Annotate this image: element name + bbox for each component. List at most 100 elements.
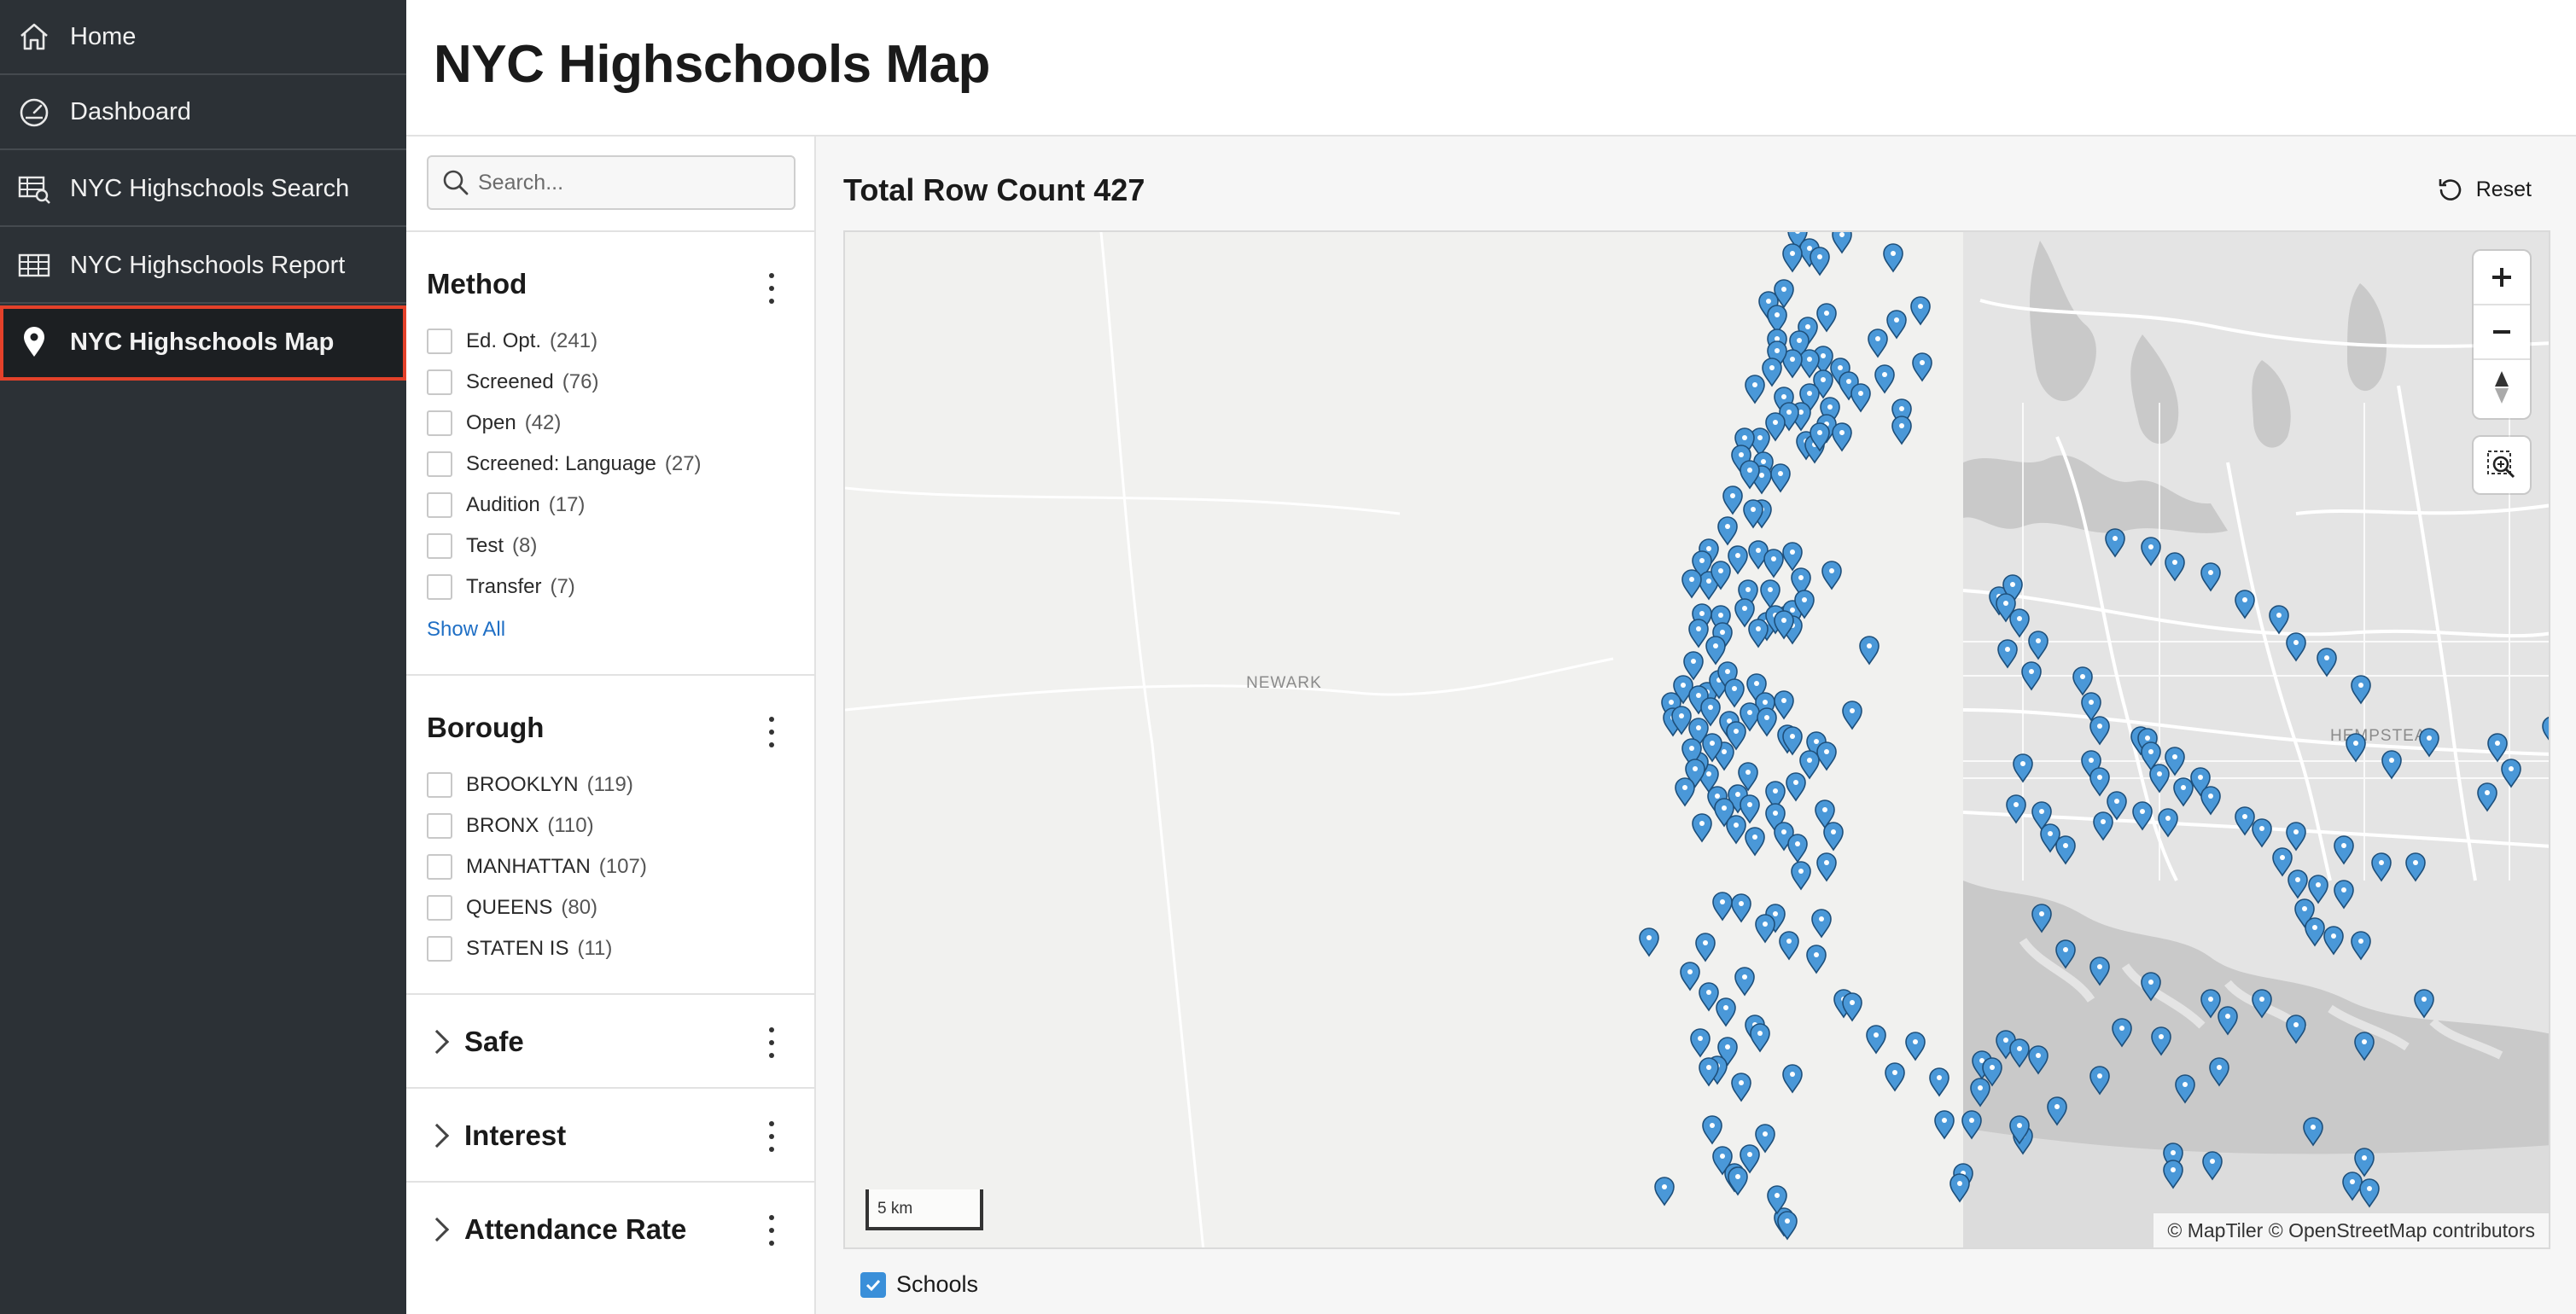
- facet-option-bronx[interactable]: BRONX (110): [427, 809, 594, 843]
- school-marker[interactable]: [2286, 632, 2306, 662]
- school-marker[interactable]: [1823, 822, 1844, 852]
- facet-option-brooklyn[interactable]: BROOKLYN (119): [427, 768, 633, 802]
- school-marker[interactable]: [1774, 279, 1794, 309]
- school-marker[interactable]: [2286, 822, 2306, 852]
- school-marker[interactable]: [1850, 383, 1871, 413]
- school-marker[interactable]: [1816, 852, 1837, 882]
- school-marker[interactable]: [2089, 956, 2110, 986]
- school-marker[interactable]: [2200, 989, 2221, 1019]
- school-marker[interactable]: [2141, 537, 2161, 567]
- search-input[interactable]: [478, 161, 785, 204]
- school-marker[interactable]: [2031, 801, 2052, 831]
- school-marker[interactable]: [2158, 808, 2178, 838]
- school-marker[interactable]: [1738, 762, 1758, 792]
- school-marker[interactable]: [2165, 552, 2185, 582]
- facet-safe[interactable]: Safe: [406, 993, 816, 1087]
- school-marker[interactable]: [2009, 1038, 2030, 1068]
- school-marker[interactable]: [2107, 791, 2127, 821]
- school-marker[interactable]: [1782, 726, 1803, 756]
- school-marker[interactable]: [1700, 697, 1721, 727]
- school-marker[interactable]: [1680, 962, 1700, 991]
- show-all-link[interactable]: Show All: [427, 618, 506, 641]
- school-marker[interactable]: [1731, 893, 1751, 923]
- school-marker[interactable]: [2381, 750, 2402, 780]
- school-marker[interactable]: [1891, 416, 1912, 445]
- safe-actions-icon[interactable]: [766, 1027, 777, 1058]
- nav-item-home[interactable]: Home: [0, 0, 406, 75]
- nav-item-highschools-search[interactable]: NYC Highschools Search: [0, 152, 406, 227]
- school-marker[interactable]: [1716, 997, 1736, 1027]
- checkbox[interactable]: [427, 328, 452, 354]
- box-zoom-button[interactable]: [2474, 437, 2530, 493]
- school-marker[interactable]: [2354, 1032, 2375, 1061]
- school-marker[interactable]: [1885, 1062, 1905, 1092]
- school-marker[interactable]: [1711, 561, 1731, 590]
- school-marker[interactable]: [1654, 1177, 1675, 1206]
- school-marker[interactable]: [1695, 933, 1716, 962]
- facet-option-audition[interactable]: Audition (17): [427, 488, 585, 522]
- checkbox[interactable]: [427, 813, 452, 839]
- school-marker[interactable]: [1883, 243, 1903, 273]
- school-marker[interactable]: [1794, 590, 1815, 619]
- school-marker[interactable]: [2006, 794, 2026, 824]
- school-marker[interactable]: [1813, 346, 1833, 375]
- school-marker[interactable]: [1763, 549, 1784, 579]
- school-marker[interactable]: [2173, 777, 2194, 807]
- school-marker[interactable]: [1997, 639, 2018, 669]
- checkbox[interactable]: [427, 533, 452, 559]
- school-marker[interactable]: [1912, 352, 1932, 382]
- method-actions-icon[interactable]: [766, 273, 777, 304]
- school-marker[interactable]: [1690, 1028, 1711, 1058]
- school-marker[interactable]: [1961, 1110, 1982, 1140]
- attendance-rate-actions-icon[interactable]: [766, 1215, 777, 1246]
- school-marker[interactable]: [1791, 861, 1811, 891]
- checkbox[interactable]: [427, 369, 452, 395]
- school-marker[interactable]: [1821, 561, 1842, 590]
- school-marker[interactable]: [2501, 759, 2521, 788]
- school-marker[interactable]: [1726, 721, 1746, 751]
- school-marker[interactable]: [2028, 631, 2049, 660]
- search-box[interactable]: [427, 155, 796, 210]
- school-marker[interactable]: [1755, 914, 1775, 944]
- school-marker[interactable]: [1639, 927, 1659, 957]
- school-marker[interactable]: [2047, 1096, 2067, 1126]
- school-marker[interactable]: [1770, 463, 1791, 493]
- school-marker[interactable]: [2202, 1151, 2223, 1181]
- facet-option-open[interactable]: Open (42): [427, 406, 561, 440]
- school-marker[interactable]: [2359, 1178, 2380, 1208]
- school-marker[interactable]: [1806, 945, 1827, 974]
- school-marker[interactable]: [1810, 422, 1830, 452]
- school-marker[interactable]: [1799, 750, 1820, 780]
- school-marker[interactable]: [1731, 1073, 1751, 1102]
- school-marker[interactable]: [1722, 485, 1743, 515]
- school-marker[interactable]: [2334, 835, 2354, 865]
- school-marker[interactable]: [2072, 666, 2093, 696]
- checkbox[interactable]: [427, 936, 452, 962]
- school-marker[interactable]: [1702, 733, 1722, 763]
- school-marker[interactable]: [2089, 1066, 2110, 1096]
- school-marker[interactable]: [2141, 741, 2161, 771]
- school-marker[interactable]: [2055, 835, 2076, 865]
- facet-option-manhattan[interactable]: MANHATTAN (107): [427, 850, 647, 884]
- school-marker[interactable]: [1774, 690, 1794, 720]
- school-marker[interactable]: [1929, 1067, 1949, 1097]
- school-marker[interactable]: [1699, 982, 1719, 1012]
- school-marker[interactable]: [2351, 675, 2371, 705]
- school-marker[interactable]: [2252, 818, 2272, 848]
- school-marker[interactable]: [2009, 608, 2030, 638]
- school-marker[interactable]: [1743, 499, 1763, 529]
- school-marker[interactable]: [1782, 542, 1803, 572]
- school-marker[interactable]: [2346, 733, 2366, 763]
- school-marker[interactable]: [2542, 716, 2550, 744]
- school-marker[interactable]: [2252, 989, 2272, 1019]
- school-marker[interactable]: [2414, 989, 2434, 1019]
- school-marker[interactable]: [1970, 1078, 1990, 1108]
- reset-bearing-button[interactable]: [2474, 360, 2530, 415]
- school-marker[interactable]: [1750, 1023, 1770, 1053]
- school-marker[interactable]: [2200, 562, 2221, 592]
- facet-option-test[interactable]: Test (8): [427, 529, 537, 563]
- school-marker[interactable]: [2151, 1026, 2171, 1056]
- school-marker[interactable]: [2149, 764, 2170, 794]
- school-marker[interactable]: [1782, 243, 1803, 273]
- school-marker[interactable]: [1886, 310, 1907, 340]
